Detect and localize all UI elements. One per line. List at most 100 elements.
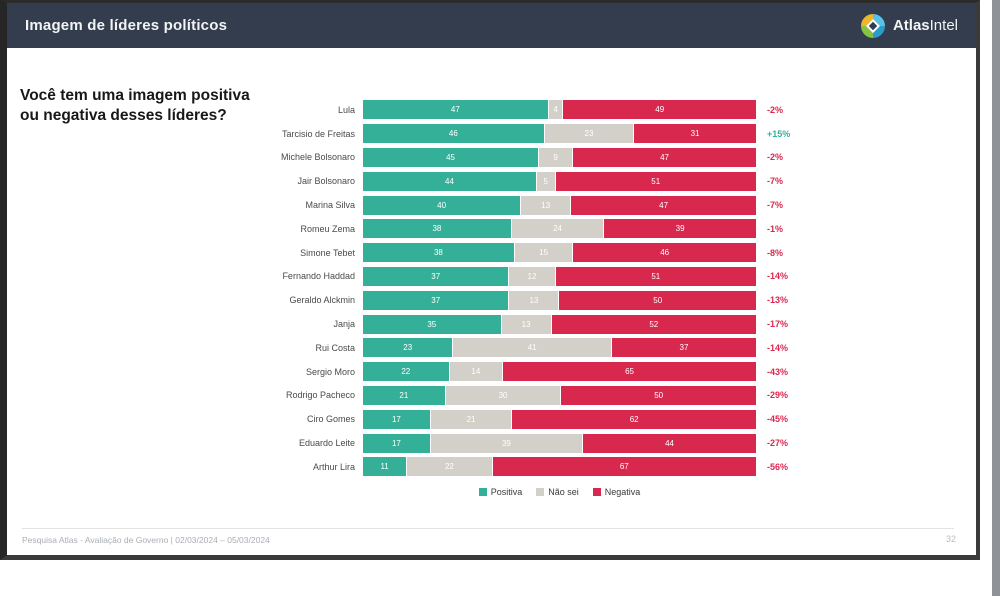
- row-label: Simone Tebet: [300, 247, 355, 258]
- net-diff-label: -8%: [767, 247, 784, 258]
- bar-segment-negative: 44: [583, 433, 756, 453]
- chart-row: Arthur Lira 11 22 67 -56%: [7, 455, 976, 479]
- window-right-edge: [992, 0, 1000, 596]
- row-bars: 35 13 52: [363, 314, 756, 334]
- row-label: Lula: [337, 104, 355, 115]
- legend-swatch-icon: [536, 488, 545, 496]
- row-label: Romeu Zema: [300, 223, 355, 234]
- bar-segment-dontknow: 14: [448, 362, 504, 382]
- bar-value: 37: [431, 271, 441, 281]
- bar-value: 22: [401, 367, 411, 377]
- slide-title: Imagem de líderes políticos: [25, 17, 228, 34]
- page-number: 32: [945, 534, 956, 544]
- bar-segment-dontknow: 23: [543, 124, 635, 144]
- row-bars: 38 24 39: [363, 219, 756, 239]
- bar-value: 44: [665, 438, 674, 448]
- bar-segment-negative: 37: [612, 338, 756, 358]
- slide-header: Imagem de líderes políticos AtlasIntel: [7, 3, 976, 48]
- bar-segment-positive: 40: [363, 195, 521, 215]
- legend-label: Negativa: [604, 487, 641, 497]
- bar-segment-negative: 46: [573, 243, 756, 263]
- row-label: Geraldo Alckmin: [289, 295, 355, 306]
- net-diff-label: -13%: [767, 295, 789, 306]
- logo-text-atlas: Atlas: [892, 17, 930, 34]
- row-label: Ciro Gomes: [306, 414, 355, 425]
- chart-row: Sergio Moro 22 14 65 -43%: [7, 360, 976, 384]
- net-diff-label: -14%: [767, 271, 789, 282]
- bar-segment-dontknow: 39: [429, 433, 584, 453]
- bar-value: 13: [529, 295, 539, 305]
- bar-segment-dontknow: 21: [429, 409, 513, 429]
- bar-value: 5: [543, 176, 548, 186]
- bar-segment-dontknow: 13: [508, 290, 560, 310]
- bar-value: 23: [403, 343, 413, 353]
- chart-row: Lula 47 4 49 -2%: [7, 98, 976, 122]
- net-diff-label: -43%: [767, 366, 789, 377]
- chart-row: Jair Bolsonaro 44 5 51 -7%: [7, 169, 976, 193]
- chart-row: Michele Bolsonaro 45 9 47 -2%: [7, 146, 976, 170]
- bar-value: 4: [553, 105, 558, 115]
- bar-value: 30: [498, 390, 508, 400]
- question-title: Você tem uma imagem positiva ou negativa…: [20, 86, 280, 126]
- bar-segment-dontknow: 41: [452, 338, 613, 358]
- chart-row: Ciro Gomes 17 21 62 -45%: [7, 407, 976, 431]
- legend-item: Não sei: [536, 487, 579, 497]
- question-line-2: ou negativa desses líderes?: [20, 106, 227, 124]
- row-label: Rui Costa: [315, 342, 355, 353]
- bar-value: 38: [432, 224, 442, 234]
- bar-segment-dontknow: 24: [510, 219, 605, 239]
- row-bars: 37 12 51: [363, 266, 756, 286]
- legend-item: Positiva: [478, 487, 523, 497]
- net-diff-label: -14%: [767, 342, 789, 353]
- row-bars: 44 5 51: [363, 171, 756, 191]
- row-bars: 11 22 67: [363, 457, 756, 477]
- bar-segment-negative: 52: [551, 314, 756, 334]
- row-bars: 21 30 50: [363, 385, 756, 405]
- bar-value: 13: [541, 200, 551, 210]
- legend-label: Positiva: [490, 487, 523, 497]
- legend-item: Negativa: [592, 487, 641, 497]
- bar-value: 37: [679, 343, 689, 353]
- bar-segment-dontknow: 13: [520, 195, 572, 215]
- bar-value: 46: [660, 248, 670, 258]
- net-diff-label: -17%: [767, 319, 789, 330]
- legend-swatch-icon: [592, 488, 601, 496]
- bar-segment-negative: 49: [563, 100, 756, 120]
- bar-value: 37: [431, 295, 441, 305]
- row-bars: 17 21 62: [363, 409, 756, 429]
- bar-segment-negative: 31: [634, 124, 756, 144]
- row-bars: 47 4 49: [363, 100, 756, 120]
- bar-segment-negative: 47: [571, 195, 756, 215]
- row-label: Arthur Lira: [312, 461, 355, 472]
- stacked-bar-chart: Lula 47 4 49 -2% Tarcisio de Freitas 46 23 31 +15…: [7, 98, 976, 479]
- row-label: Eduardo Leite: [298, 438, 355, 449]
- chart-row: Fernando Haddad 37 12 51 -14%: [7, 265, 976, 289]
- net-diff-label: -2%: [767, 104, 784, 115]
- row-label: Rodrigo Pacheco: [285, 390, 355, 401]
- bar-segment-dontknow: 15: [513, 243, 574, 263]
- bar-segment-dontknow: 5: [535, 171, 556, 191]
- net-diff-label: -7%: [767, 200, 784, 211]
- row-bars: 40 13 47: [363, 195, 756, 215]
- bar-segment-negative: 50: [559, 290, 756, 310]
- chart-legend: Positiva Não sei Negativa: [363, 487, 756, 497]
- bar-segment-dontknow: 13: [500, 314, 552, 334]
- bar-segment-negative: 51: [555, 266, 756, 286]
- bar-value: 47: [660, 152, 669, 162]
- bar-value: 62: [629, 414, 639, 424]
- row-bars: 46 23 31: [363, 124, 756, 144]
- bar-segment-positive: 46: [363, 124, 544, 144]
- bar-value: 11: [380, 462, 389, 472]
- bar-segment-negative: 50: [561, 385, 756, 405]
- net-diff-label: -1%: [767, 223, 784, 234]
- bar-value: 39: [501, 438, 511, 448]
- bar-value: 51: [651, 176, 661, 186]
- bar-value: 47: [450, 105, 460, 115]
- bar-value: 17: [391, 438, 401, 448]
- bar-value: 39: [675, 224, 685, 234]
- bar-value: 21: [399, 390, 409, 400]
- bar-segment-positive: 11: [363, 457, 407, 477]
- question-line-1: Você tem uma imagem positiva: [20, 87, 250, 104]
- bar-segment-positive: 47: [363, 100, 548, 120]
